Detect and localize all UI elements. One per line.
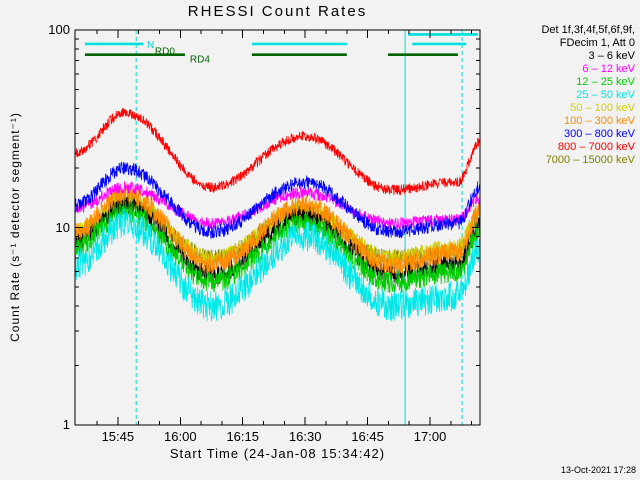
legend-entry-100-300-kev: 100 – 300 keV — [564, 115, 635, 127]
creation-timestamp: 13-Oct-2021 17:28 — [560, 465, 636, 475]
x-tick-label-16-15: 16:15 — [226, 429, 259, 444]
legend-entry-12-25-kev: 12 – 25 keV — [576, 76, 635, 88]
legend-entry-3-6-kev: 3 – 6 keV — [588, 50, 635, 62]
x-tick-label-16-45: 16:45 — [351, 429, 384, 444]
x-tick-label-17-00: 17:00 — [413, 429, 447, 444]
legend-entry-6-12-kev: 6 – 12 keV — [582, 63, 635, 75]
legend-entry-800-7000-kev: 800 – 7000 keV — [557, 141, 635, 153]
y-tick-label-1: 1 — [62, 417, 70, 432]
x-tick-label-15-45: 15:45 — [101, 429, 135, 444]
series-12-25-kev — [74, 200, 481, 294]
x-tick-label-16-30: 16:30 — [288, 429, 322, 444]
legend: Det 1f,3f,4f,5f,6f,9f, FDecim 1, Att 0 3… — [541, 24, 635, 167]
legend-detector-list: Det 1f,3f,4f,5f,6f,9f, — [541, 24, 635, 36]
flag-label-rd0: RD0 — [155, 46, 175, 57]
legend-entry-50-100-kev: 50 – 100 keV — [570, 102, 635, 114]
series-100-300-kev — [74, 182, 481, 275]
legend-entry-300-800-kev: 300 – 800 keV — [564, 128, 635, 140]
legend-series-entries: 3 – 6 keV 6 – 12 keV 12 – 25 keV 25 – 50 ke… — [541, 50, 635, 167]
series-800-7000-kev — [74, 107, 481, 197]
flag-label-n: N — [147, 40, 154, 51]
flag-label-rd4: RD4 — [190, 54, 210, 65]
legend-entry-7000-15000-kev: 7000 – 15000 keV — [545, 154, 635, 166]
legend-decim-att: FDecim 1, Att 0 — [559, 37, 635, 49]
series-25-50-kev — [74, 208, 481, 322]
chart-title: RHESSI Count Rates — [187, 3, 368, 20]
x-axis-label: Start Time (24-Jan-08 15:34:42) — [169, 446, 386, 461]
legend-entry-25-50-kev: 25 – 50 keV — [576, 89, 635, 101]
series-300-800-kev — [74, 161, 481, 240]
x-tick-label-16-00: 16:00 — [164, 429, 197, 444]
y-tick-label-100: 100 — [48, 22, 70, 37]
y-axis-label: Count Rate (s⁻¹ detector segment⁻¹) — [8, 112, 22, 342]
y-tick-label-10: 10 — [55, 219, 70, 235]
